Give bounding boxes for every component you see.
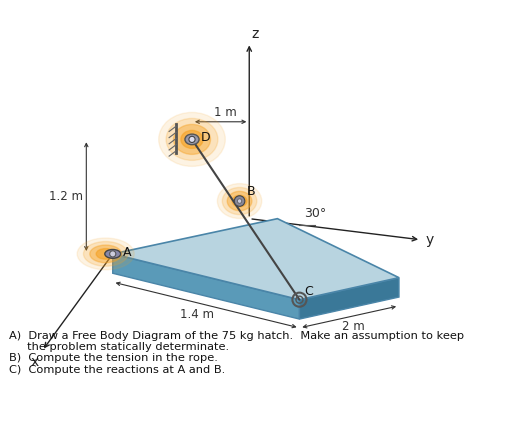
Text: y: y — [426, 233, 434, 247]
Ellipse shape — [77, 238, 134, 270]
Circle shape — [234, 196, 245, 207]
Text: the problem statically determinate.: the problem statically determinate. — [9, 342, 229, 352]
Ellipse shape — [185, 134, 199, 145]
Ellipse shape — [105, 249, 120, 259]
Ellipse shape — [222, 187, 257, 215]
Text: 30°: 30° — [304, 207, 326, 220]
Text: D: D — [201, 131, 210, 144]
Ellipse shape — [217, 184, 262, 219]
Text: 1.4 m: 1.4 m — [180, 307, 214, 320]
Text: z: z — [251, 27, 258, 41]
Circle shape — [237, 199, 242, 203]
Text: 1.2 m: 1.2 m — [49, 190, 83, 203]
Text: C)  Compute the reactions at A and B.: C) Compute the reactions at A and B. — [9, 365, 225, 375]
Ellipse shape — [96, 249, 115, 259]
Text: A: A — [124, 246, 132, 259]
Text: A)  Draw a Free Body Diagram of the 75 kg hatch.  Make an assumption to keep: A) Draw a Free Body Diagram of the 75 kg… — [9, 330, 464, 340]
Circle shape — [110, 251, 116, 257]
Text: C: C — [305, 285, 313, 298]
Ellipse shape — [181, 130, 203, 149]
Polygon shape — [113, 219, 399, 300]
Ellipse shape — [166, 119, 218, 160]
Text: B: B — [247, 185, 255, 198]
Text: 2 m: 2 m — [342, 320, 365, 333]
Polygon shape — [113, 254, 299, 319]
Ellipse shape — [232, 195, 247, 207]
Text: B)  Compute the tension in the rope.: B) Compute the tension in the rope. — [9, 353, 217, 363]
Ellipse shape — [84, 242, 128, 266]
Polygon shape — [299, 278, 399, 319]
Ellipse shape — [90, 245, 121, 263]
Text: 1 m: 1 m — [214, 106, 236, 119]
Circle shape — [189, 136, 195, 142]
Ellipse shape — [173, 124, 211, 155]
Ellipse shape — [159, 113, 225, 166]
Ellipse shape — [227, 191, 252, 211]
Text: x: x — [31, 355, 39, 369]
